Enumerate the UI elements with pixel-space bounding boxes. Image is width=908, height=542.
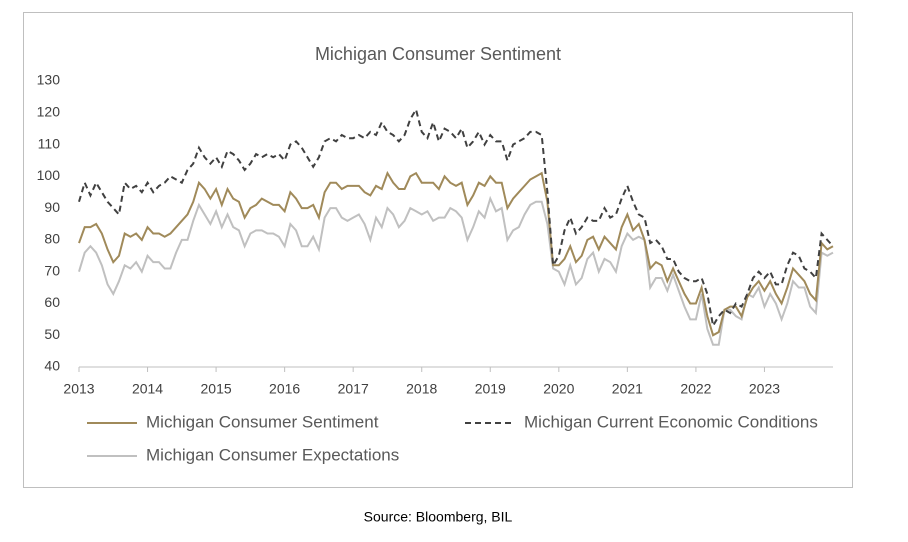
y-tick-label: 80 bbox=[44, 231, 60, 247]
series-line bbox=[78, 107, 834, 329]
series-line bbox=[78, 170, 834, 337]
x-tick-label: 2017 bbox=[338, 381, 369, 397]
x-tick-label: 2016 bbox=[269, 381, 300, 397]
x-tick-label: 2020 bbox=[543, 381, 574, 397]
y-tick-label: 100 bbox=[37, 167, 61, 183]
x-tick-label: 2013 bbox=[63, 381, 94, 397]
y-tick-label: 110 bbox=[38, 135, 61, 151]
chart-frame bbox=[23, 12, 853, 488]
x-tick-label: 2023 bbox=[749, 381, 780, 397]
x-tick-label: 2014 bbox=[132, 381, 163, 397]
y-tick-label: 60 bbox=[44, 294, 60, 310]
x-tick-label: 2022 bbox=[680, 381, 711, 397]
y-tick-label: 120 bbox=[37, 103, 61, 119]
legend-label: Michigan Current Economic Conditions bbox=[524, 412, 818, 431]
x-tick-label: 2021 bbox=[612, 381, 643, 397]
x-tick-label: 2015 bbox=[201, 381, 232, 397]
y-tick-label: 130 bbox=[37, 72, 61, 88]
x-tick-label: 2018 bbox=[406, 381, 437, 397]
y-tick-label: 90 bbox=[44, 199, 60, 215]
series-line bbox=[78, 195, 834, 346]
x-tick-label: 2019 bbox=[475, 381, 506, 397]
legend-label: Michigan Consumer Expectations bbox=[146, 445, 399, 464]
y-tick-label: 40 bbox=[44, 358, 60, 374]
y-tick-label: 50 bbox=[44, 326, 60, 342]
y-tick-label: 70 bbox=[44, 262, 60, 278]
chart-title: Michigan Consumer Sentiment bbox=[315, 44, 561, 64]
legend-label: Michigan Consumer Sentiment bbox=[146, 412, 379, 431]
source: Source: Bloomberg, BIL bbox=[364, 509, 513, 525]
